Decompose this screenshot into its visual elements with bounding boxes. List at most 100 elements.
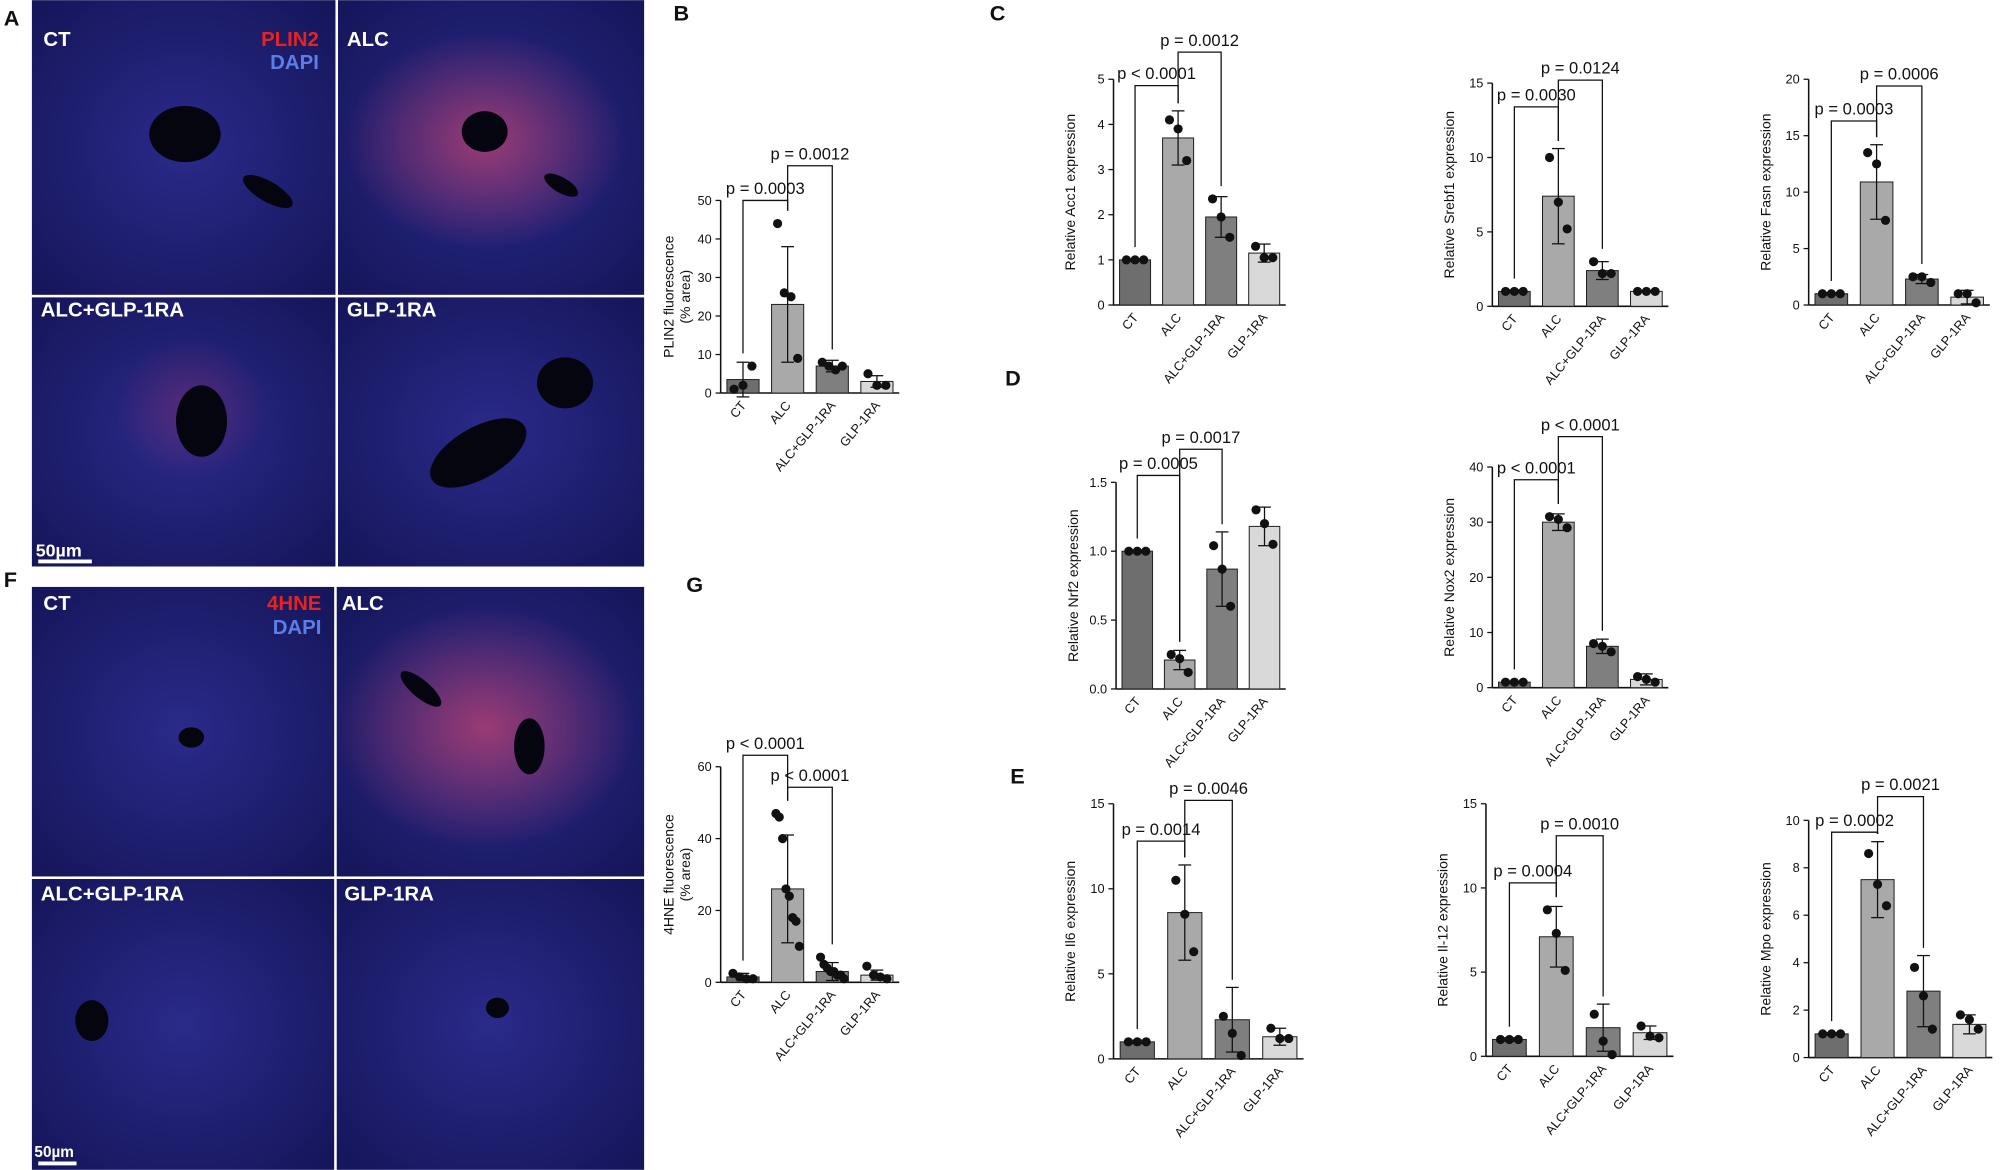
data-point [1553,197,1563,207]
data-point [1606,268,1616,279]
counterstain-label: DAPI [273,617,322,639]
x-tick-label: CT [727,987,750,1010]
data-point [1544,512,1555,522]
counterstain-label: DAPI [270,52,319,74]
vessel [243,174,293,209]
y-tick-label: 0 [1476,299,1483,314]
y-tick-label: 4 [1793,955,1800,970]
data-point [1180,909,1190,919]
y-tick-label: 10 [1786,813,1800,828]
y-tick-label: 50 [698,193,712,208]
y-axis-label: Relative Fasn expression [1757,113,1773,270]
data-point [1209,541,1219,551]
data-point [1216,212,1226,222]
x-tick-label: CT [727,398,750,421]
y-tick-label: 10 [1469,625,1483,640]
data-point [1971,298,1981,308]
y-axis-label: PLIN2 fluorescence [660,235,676,358]
y-tick-label: 0 [705,385,712,400]
y-tick-label: 3 [1097,162,1104,177]
data-point [1632,672,1643,682]
data-point [1926,277,1936,288]
data-point [815,952,826,962]
y-tick-label: 10 [1469,150,1483,165]
significance-bracket [742,754,789,961]
data-point [741,974,751,984]
vessel [400,671,442,707]
y-tick-label: 15 [1469,76,1483,91]
data-point [781,884,791,894]
x-tick-label: ALC [1535,1061,1562,1090]
micrograph-grid-f [31,586,645,1170]
data-point [1551,928,1561,938]
data-point [1917,272,1927,282]
vessel [461,111,508,152]
x-tick-label: GLP-1RA [1610,1061,1657,1113]
stain-label: PLIN2 [261,29,319,51]
y-tick-label: 4 [1097,117,1104,132]
data-point [1544,152,1555,163]
x-tick-label: GLP-1RA [1224,310,1271,362]
y-axis-label: Relative Mpo expression [1757,862,1773,1015]
y-tick-label: 0 [1097,1051,1104,1066]
data-point [1259,253,1269,263]
bar [1119,259,1152,306]
stain-label: 4HNE [267,593,321,615]
data-point [1542,905,1552,915]
x-tick-label: CT [1815,310,1838,333]
vessel [544,173,579,197]
data-point [1268,253,1278,263]
y-tick-label: 2 [1097,207,1104,222]
x-tick-label: CT [1498,693,1521,716]
y-tick-label: 10 [1463,880,1477,895]
micro-label: CT [43,29,71,51]
p-value: p = 0.0003 [1815,100,1894,119]
bar [1542,521,1575,689]
data-point [1189,947,1199,957]
data-point [1275,1033,1285,1044]
y-tick-label: 1.0 [1089,544,1107,559]
p-value: p = 0.0021 [1861,775,1940,794]
data-point [1973,1024,1983,1034]
data-point [1606,647,1616,657]
y-tick-label: 1.5 [1089,475,1107,490]
data-point [1509,286,1519,297]
x-tick-label: ALC [1537,693,1564,722]
p-value: p = 0.0012 [1160,31,1239,50]
p-value: p = 0.0002 [1815,811,1894,830]
y-axis-label: Relative Nrf2 expression [1065,509,1081,662]
data-point [882,974,892,984]
significance-bracket [1555,835,1604,997]
data-point [772,218,783,229]
micro-label: GLP-1RA [344,884,434,906]
y-axis-label: Relative Il6 expression [1062,861,1078,1002]
significance-bracket [1184,799,1233,980]
micro-label: CT [43,593,71,615]
p-value: p < 0.0001 [726,734,805,753]
data-point [1553,514,1563,525]
y-tick-label: 5 [1476,224,1483,239]
data-point [786,292,796,302]
data-point [1962,289,1972,299]
y-tick-label: 20 [1786,72,1800,87]
vessel [536,357,594,409]
data-point [1513,1034,1523,1045]
data-point [863,369,873,379]
micro-label: ALC [342,593,384,615]
y-tick-label: 40 [698,831,712,846]
data-point [1123,1037,1133,1047]
p-value: p < 0.0001 [1541,415,1620,434]
panel-letter: B [673,1,689,26]
data-point [778,834,788,844]
data-point [1504,1034,1514,1045]
p-value: p = 0.0012 [771,144,850,163]
vessel [176,385,228,457]
data-point [1166,649,1176,660]
data-point [817,357,827,367]
data-point [1908,272,1918,282]
data-point [779,288,789,298]
x-tick-label: ALC [1157,310,1184,339]
y-tick-label: 0 [1793,297,1800,312]
data-point [1589,1009,1599,1019]
